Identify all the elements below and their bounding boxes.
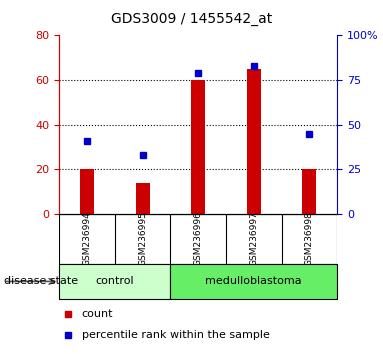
Bar bbox=[247, 69, 261, 214]
Text: GSM236998: GSM236998 bbox=[305, 211, 314, 267]
Bar bbox=[80, 170, 94, 214]
Text: GSM236996: GSM236996 bbox=[194, 211, 203, 267]
Text: disease state: disease state bbox=[4, 276, 78, 286]
Text: GSM236995: GSM236995 bbox=[138, 211, 147, 267]
Text: medulloblastoma: medulloblastoma bbox=[205, 276, 302, 286]
Text: count: count bbox=[82, 309, 113, 319]
Text: GSM236994: GSM236994 bbox=[83, 212, 92, 266]
Text: percentile rank within the sample: percentile rank within the sample bbox=[82, 330, 270, 341]
Bar bbox=[136, 183, 150, 214]
Text: control: control bbox=[96, 276, 134, 286]
Bar bbox=[302, 170, 316, 214]
Bar bbox=[191, 80, 205, 214]
Text: GSM236997: GSM236997 bbox=[249, 211, 258, 267]
Bar bbox=[170, 264, 337, 299]
Text: GDS3009 / 1455542_at: GDS3009 / 1455542_at bbox=[111, 12, 272, 27]
Bar bbox=[59, 264, 170, 299]
